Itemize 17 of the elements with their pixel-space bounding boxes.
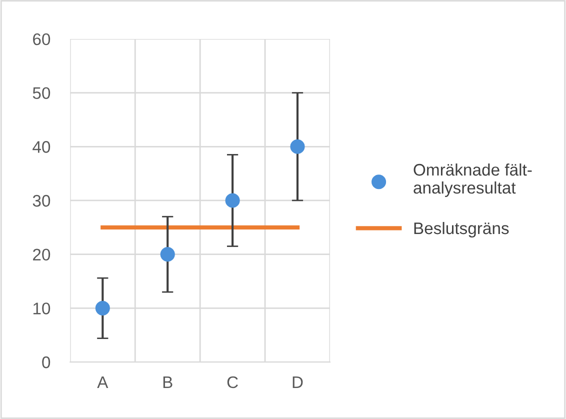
x-tick-label: A (97, 376, 108, 388)
point (290, 139, 305, 154)
point (95, 300, 110, 316)
y-tick-label: 40 (32, 141, 50, 153)
x-tick-label: B (163, 376, 172, 388)
legend-label: Beslutsgräns (414, 222, 509, 238)
y-tick-label: 60 (33, 33, 50, 46)
y-tick-label: 20 (33, 248, 50, 261)
y-tick-label: 50 (32, 87, 50, 100)
point (225, 193, 240, 208)
y-tick-label: 0 (42, 356, 50, 368)
legend-label: Omräknade fält- analysresultat (414, 163, 532, 197)
point (160, 247, 175, 262)
x-tick-label: C (227, 376, 238, 388)
y-tick-label: 30 (32, 194, 50, 207)
y-tick-label: 10 (33, 302, 50, 314)
x-tick-label: D (292, 376, 303, 388)
